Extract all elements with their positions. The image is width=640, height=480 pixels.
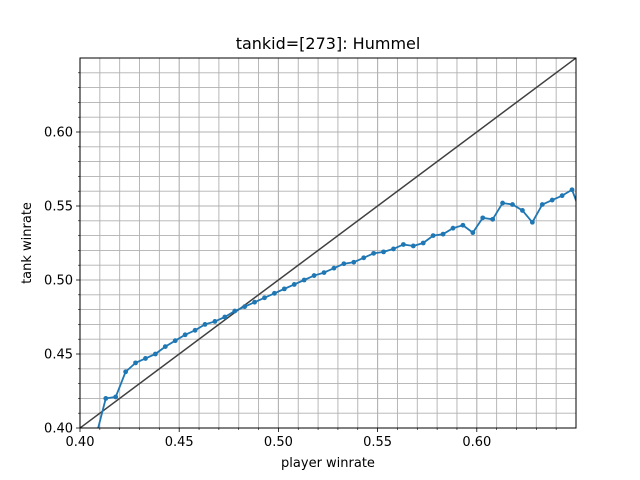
x-tick-label: 0.40 [66, 435, 95, 450]
data-point [222, 314, 228, 320]
data-point [143, 356, 148, 361]
data-point [470, 230, 476, 236]
data-point [103, 396, 109, 401]
reference-layer [80, 58, 576, 428]
data-point [133, 360, 138, 366]
x-tick-label: 0.60 [462, 435, 491, 450]
data-point [520, 208, 525, 213]
data-point [321, 270, 327, 275]
data-point [450, 225, 456, 231]
minor-grid [80, 58, 576, 428]
x-tick-label: 0.55 [363, 435, 392, 450]
data-point [569, 187, 575, 193]
x-axis-ticks: 0.40 0.45 0.50 0.55 0.60 [66, 428, 557, 450]
series-layer [97, 187, 576, 428]
data-point [440, 231, 446, 237]
data-point [371, 250, 377, 256]
data-point [549, 197, 555, 203]
data-point [172, 338, 178, 344]
data-point [500, 200, 505, 206]
data-point [559, 193, 565, 199]
y-tick-label: 0.40 [44, 422, 73, 437]
data-point [410, 243, 416, 249]
data-point [430, 233, 436, 239]
y-tick-label: 0.45 [44, 348, 73, 363]
data-point [391, 246, 396, 252]
data-point [460, 222, 466, 228]
y-tick-label: 0.55 [44, 200, 73, 215]
data-point [529, 219, 535, 225]
plot-area [80, 58, 576, 428]
data-point [381, 249, 386, 255]
chart-title: tankid=[273]: Hummel [236, 34, 421, 53]
data-point [331, 265, 337, 271]
data-point [301, 277, 307, 283]
data-point [341, 261, 347, 267]
data-point [212, 319, 218, 324]
data-point [510, 202, 515, 207]
data-point [152, 351, 158, 357]
data-point [162, 344, 168, 349]
x-tick-label: 0.50 [264, 435, 293, 450]
data-point [232, 308, 238, 314]
data-point [262, 295, 267, 301]
data-point [182, 332, 188, 338]
data-point [281, 286, 287, 292]
y-axis-ticks: 0.40 0.45 0.50 0.55 0.60 [44, 72, 80, 437]
data-point [311, 273, 317, 278]
data-point [490, 216, 496, 222]
data-point [123, 369, 129, 375]
data-point [192, 327, 198, 333]
y-tick-label: 0.50 [44, 274, 73, 289]
y-tick-label: 0.60 [44, 126, 73, 141]
x-axis-label: player winrate [281, 456, 375, 471]
data-point [539, 202, 545, 207]
data-point [291, 282, 297, 287]
data-point [242, 304, 248, 310]
data-point [202, 322, 208, 327]
y-axis-label: tank winrate [20, 202, 35, 284]
reference-line [80, 58, 576, 428]
data-point [252, 299, 257, 305]
data-point [400, 242, 406, 247]
x-tick-label: 0.45 [165, 435, 194, 450]
data-point [420, 240, 426, 246]
data-point [361, 255, 367, 261]
data-point [480, 215, 486, 221]
plot-frame [79, 57, 577, 429]
data-point [272, 290, 277, 296]
data-point [113, 394, 119, 400]
data-point [351, 259, 357, 265]
